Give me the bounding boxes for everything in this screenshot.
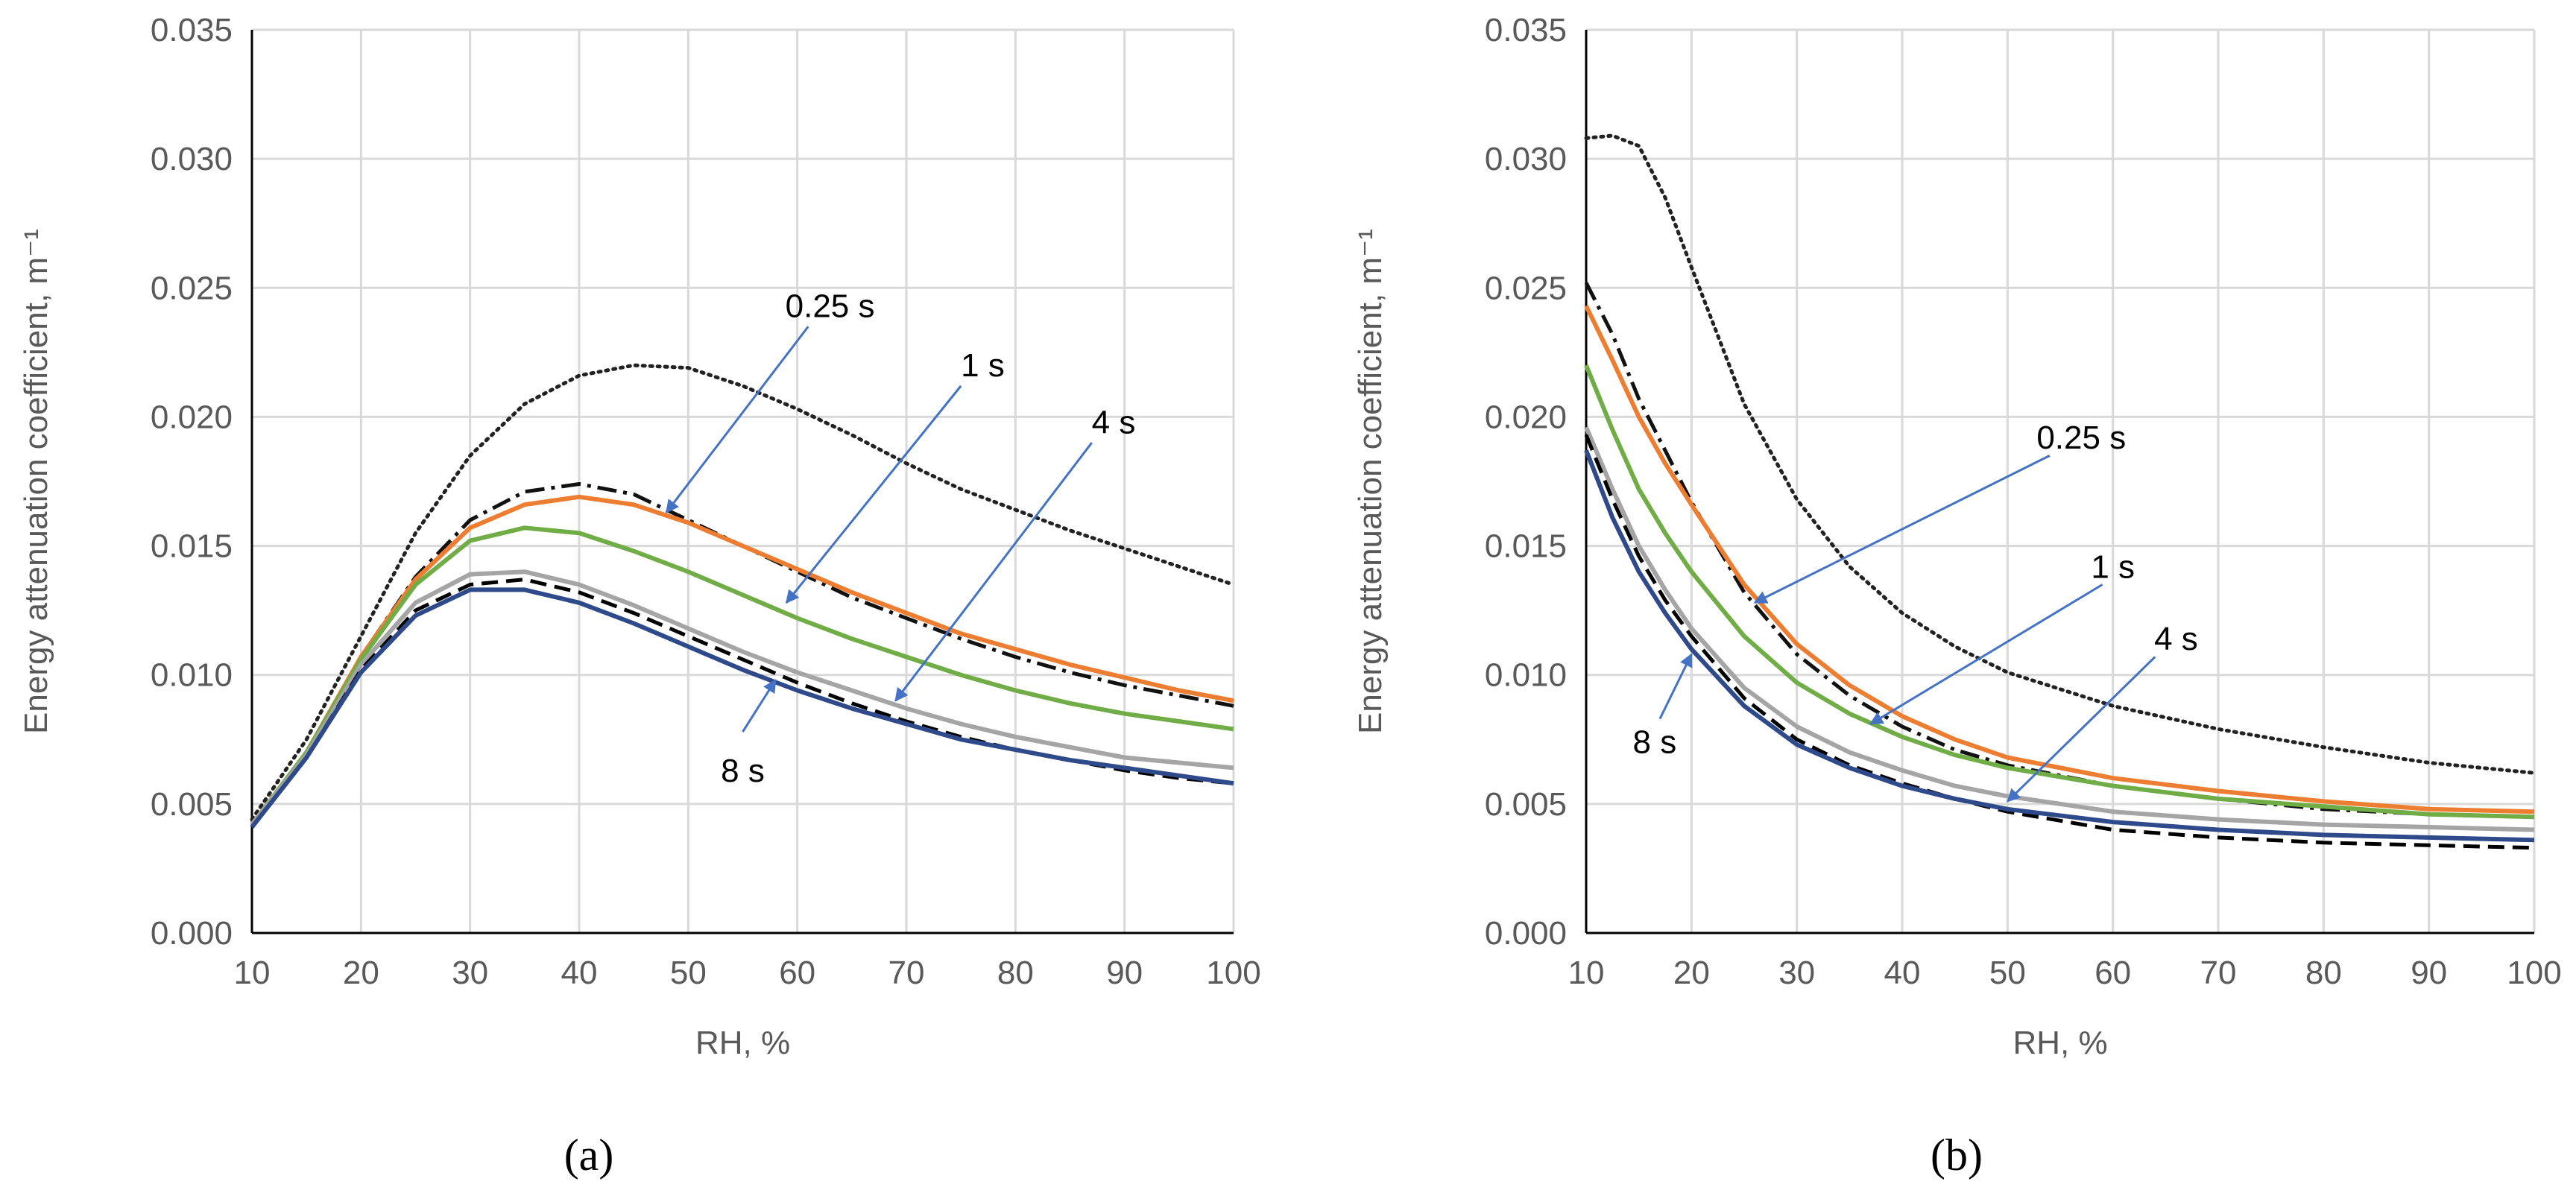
chart-panel-b: 10 20 30 40 50 60 70 80 90 100 0.000 0.005 0.010 0.01… <box>1352 12 2562 1061</box>
annotation-arrow-8-s <box>1658 653 1693 720</box>
y-tick-label: 0.005 <box>1485 786 1567 823</box>
chart-panel-a: 10 20 30 40 50 60 70 80 90 100 0.000 0.005 0.010 0.01… <box>18 12 1261 1061</box>
annotation-label-0-25-s: 0.25 s <box>2036 420 2126 456</box>
series-line-8-s <box>250 587 1234 829</box>
annotation-label-0-25-s: 0.25 s <box>786 288 875 325</box>
y-tick-label: 0.005 <box>151 786 233 823</box>
x-tick-label: 20 <box>1673 955 1710 991</box>
y-tick-label: 0.025 <box>151 270 233 306</box>
y-tick-label: 0.020 <box>1485 399 1567 435</box>
x-tick-label: 30 <box>1778 955 1815 991</box>
y-tick-label: 0.010 <box>151 657 233 694</box>
annotation-label-1-s: 1 s <box>961 347 1005 384</box>
series-line-8-s <box>1584 449 2535 843</box>
x-tick-label: 50 <box>670 955 707 991</box>
x-tick-label: 100 <box>2507 955 2561 991</box>
annotation-arrow-0-25-s <box>665 326 809 513</box>
annotations: 0.25 s 1 s 4 s 8 s <box>665 288 1136 789</box>
annotation-label-8-s: 8 s <box>721 753 765 789</box>
series-line-dashed-reference <box>1584 434 2535 850</box>
series-line-dotted-reference <box>250 363 1236 822</box>
series-group <box>250 363 1236 829</box>
series-line-1-s <box>1584 364 2535 820</box>
annotation-label-8-s: 8 s <box>1633 724 1677 761</box>
annotation-label-4-s: 4 s <box>2154 621 2198 657</box>
gridlines <box>250 28 1235 934</box>
series-line-0-25-s <box>1584 305 2535 814</box>
x-tick-label: 80 <box>2305 955 2342 991</box>
x-tick-label: 100 <box>1206 955 1260 991</box>
y-tick-label: 0.015 <box>151 528 233 565</box>
series-line-dashed-reference <box>250 578 1234 829</box>
x-tick-label: 40 <box>1884 955 1921 991</box>
x-tick-label: 10 <box>1568 955 1605 991</box>
series-line-0-25-s <box>250 494 1234 826</box>
y-tick-label: 0.035 <box>1485 12 1567 48</box>
series-line-dash-dot-reference <box>1584 282 2535 819</box>
y-tick-label: 0.030 <box>1485 141 1567 177</box>
annotation-label-4-s: 4 s <box>1092 404 1136 440</box>
x-tick-label: 90 <box>1106 955 1143 991</box>
x-tick-label: 40 <box>561 955 598 991</box>
series-line-dotted-reference <box>1584 133 2536 775</box>
annotation-arrow-4-s <box>894 442 1093 702</box>
gridlines <box>1585 28 2536 934</box>
x-tick-label: 70 <box>2200 955 2237 991</box>
y-tick-label: 0.020 <box>151 399 233 435</box>
annotation-arrow-1-s <box>785 385 962 604</box>
y-tick-label: 0.010 <box>1485 657 1567 694</box>
annotation-arrow-0-25-s <box>1753 455 2051 604</box>
x-axis-title: RH, % <box>695 1025 790 1061</box>
x-axis-title: RH, % <box>2012 1025 2107 1061</box>
x-tick-label: 60 <box>779 955 815 991</box>
y-tick-label: 0.000 <box>1485 915 1567 952</box>
y-tick-label: 0.015 <box>1485 528 1567 565</box>
annotation-arrow-1-s <box>1869 583 2103 725</box>
y-axis-title: Energy attenuation coefficient, m⁻¹ <box>1352 229 1389 734</box>
series-line-4-s <box>250 569 1234 826</box>
x-tick-label: 60 <box>2094 955 2131 991</box>
panel-caption-a: (a) <box>564 1130 614 1180</box>
x-tick-label: 20 <box>343 955 379 991</box>
series-group <box>1584 133 2536 850</box>
y-axis-title: Energy attenuation coefficient, m⁻¹ <box>18 229 54 734</box>
series-line-4-s <box>1584 426 2535 832</box>
x-tick-label: 90 <box>2411 955 2447 991</box>
series-line-1-s <box>250 525 1234 826</box>
annotation-arrow-4-s <box>2007 656 2156 803</box>
x-tick-label: 80 <box>997 955 1034 991</box>
x-tick-label: 30 <box>452 955 488 991</box>
y-tick-label: 0.000 <box>151 915 233 952</box>
y-tick-label: 0.035 <box>151 12 233 48</box>
x-tick-label: 70 <box>888 955 925 991</box>
annotation-label-1-s: 1 s <box>2091 548 2135 585</box>
panel-caption-b: (b) <box>1931 1130 1983 1180</box>
x-tick-label: 50 <box>1989 955 2026 991</box>
y-tick-label: 0.030 <box>151 141 233 177</box>
annotations: 0.25 s 1 s 4 s 8 s <box>1633 420 2198 803</box>
x-tick-label: 10 <box>234 955 271 991</box>
annotation-arrow-8-s <box>742 679 777 733</box>
y-tick-label: 0.025 <box>1485 270 1567 306</box>
